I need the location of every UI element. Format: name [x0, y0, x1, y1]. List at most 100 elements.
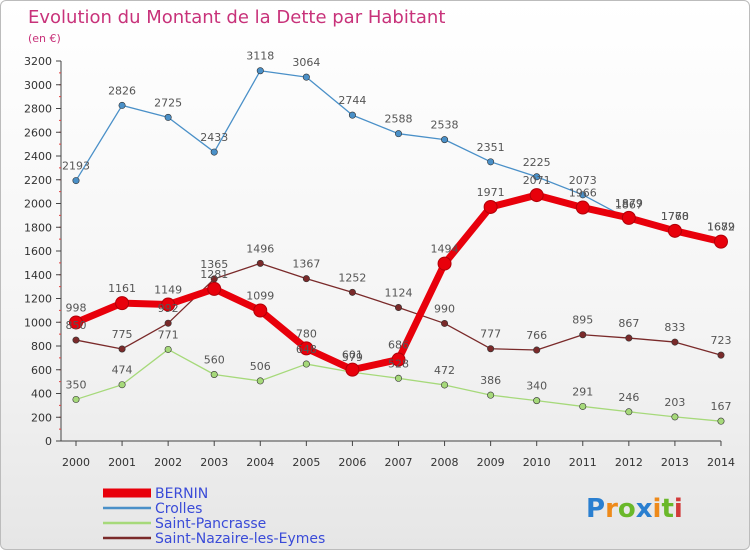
data-label-saint-nazaire-les-eymes: 777	[480, 328, 501, 341]
data-point-saint-pancrasse	[625, 408, 633, 416]
data-point-bernin	[253, 303, 268, 318]
data-label-saint-nazaire-les-eymes: 1252	[338, 271, 366, 284]
data-label-crolles: 2073	[569, 174, 597, 187]
data-point-bernin	[391, 352, 406, 367]
data-label-crolles: 2588	[384, 113, 412, 126]
data-label-crolles: 2826	[108, 84, 136, 97]
data-point-saint-nazaire-les-eymes	[441, 319, 449, 327]
y-tick-label: 3200	[24, 55, 52, 68]
data-point-saint-pancrasse	[394, 374, 402, 382]
data-point-saint-nazaire-les-eymes	[118, 345, 126, 353]
data-point-crolles	[164, 113, 172, 121]
y-tick-label: 1200	[24, 293, 52, 306]
data-label-crolles: 3118	[246, 50, 274, 63]
data-point-bernin	[345, 362, 360, 377]
data-point-crolles	[579, 191, 587, 199]
y-tick-label: 3000	[24, 79, 52, 92]
data-point-bernin	[115, 296, 130, 311]
data-label-bernin: 601	[342, 349, 363, 362]
y-tick-label: 600	[31, 364, 52, 377]
data-label-saint-nazaire-les-eymes: 850	[66, 319, 87, 332]
legend-label-saint-nazaire-les-eymes: Saint-Nazaire-les-Eymes	[155, 531, 325, 547]
data-point-saint-pancrasse	[579, 402, 587, 410]
x-tick-label: 2012	[615, 456, 643, 469]
legend-label-bernin: BERNIN	[155, 486, 208, 502]
x-tick-label: 2007	[384, 456, 412, 469]
data-label-saint-pancrasse: 246	[618, 391, 639, 404]
x-tick-label: 2013	[661, 456, 689, 469]
data-point-saint-nazaire-les-eymes	[579, 331, 587, 339]
logo-letter: i	[653, 494, 662, 524]
data-point-bernin	[575, 200, 590, 215]
data-label-saint-pancrasse: 291	[572, 385, 593, 398]
data-label-crolles: 1768	[661, 210, 689, 223]
y-tick-label: 800	[31, 340, 52, 353]
data-label-saint-nazaire-les-eymes: 1367	[292, 258, 320, 271]
data-label-crolles: 2725	[154, 96, 182, 109]
data-point-crolles	[118, 101, 126, 109]
x-tick-label: 2005	[292, 456, 320, 469]
logo-letter: x	[636, 494, 653, 524]
y-tick-label: 2800	[24, 103, 52, 116]
data-label-crolles: 2744	[338, 94, 366, 107]
data-label-bernin: 1770	[661, 210, 689, 223]
data-point-crolles	[302, 73, 310, 81]
data-point-saint-nazaire-les-eymes	[533, 346, 541, 354]
data-point-saint-pancrasse	[256, 377, 264, 385]
data-label-bernin: 1879	[615, 197, 643, 210]
data-point-crolles	[394, 130, 402, 138]
proxiti-logo: Proxiti	[586, 494, 683, 524]
data-point-saint-pancrasse	[533, 397, 541, 405]
data-point-crolles	[256, 67, 264, 75]
data-point-saint-pancrasse	[118, 381, 126, 389]
data-point-saint-nazaire-les-eymes	[487, 345, 495, 353]
y-tick-label: 2000	[24, 198, 52, 211]
x-tick-label: 2006	[338, 456, 366, 469]
data-label-crolles: 2225	[523, 156, 551, 169]
y-tick-label: 2400	[24, 150, 52, 163]
y-tick-label: 2200	[24, 174, 52, 187]
data-point-crolles	[210, 148, 218, 156]
data-point-bernin	[667, 223, 682, 238]
data-label-crolles: 3064	[292, 56, 320, 69]
data-point-bernin	[207, 281, 222, 296]
data-point-bernin	[299, 341, 314, 356]
data-label-saint-pancrasse: 472	[434, 364, 455, 377]
data-label-saint-nazaire-les-eymes: 1365	[200, 258, 228, 271]
data-point-saint-pancrasse	[717, 417, 725, 425]
x-tick-label: 2010	[523, 456, 551, 469]
data-label-saint-nazaire-les-eymes: 867	[618, 317, 639, 330]
data-label-bernin: 780	[296, 327, 317, 340]
data-label-crolles: 2433	[200, 131, 228, 144]
data-label-saint-nazaire-les-eymes: 833	[664, 321, 685, 334]
y-tick-label: 200	[31, 411, 52, 424]
chart-subtitle: (en €)	[28, 32, 61, 45]
data-labels: 350 474 771 560 506 648 579 528 472 386 340 291 246 2…	[62, 50, 735, 413]
y-tick-label: 1400	[24, 269, 52, 282]
data-point-saint-pancrasse	[487, 391, 495, 399]
data-point-bernin	[437, 256, 452, 271]
data-point-saint-nazaire-les-eymes	[717, 351, 725, 359]
data-label-saint-pancrasse: 771	[158, 328, 179, 341]
data-point-saint-pancrasse	[72, 395, 80, 403]
data-label-bernin: 2071	[523, 174, 551, 187]
data-point-saint-pancrasse	[302, 360, 310, 368]
data-label-bernin: 1099	[246, 289, 274, 302]
legend: BERNINCrollesSaint-PancrasseSaint-Nazair…	[103, 486, 325, 547]
data-point-saint-nazaire-les-eymes	[164, 319, 172, 327]
y-tick-label: 2600	[24, 126, 52, 139]
data-label-saint-pancrasse: 474	[112, 364, 133, 377]
x-tick-label: 2001	[108, 456, 136, 469]
data-label-saint-pancrasse: 350	[66, 378, 87, 391]
data-point-bernin	[713, 234, 728, 249]
data-point-saint-nazaire-les-eymes	[348, 288, 356, 296]
data-label-crolles: 2351	[477, 141, 505, 154]
chart-title: Evolution du Montant de la Dette par Hab…	[28, 7, 445, 28]
axes: 0 200 400 600 800 1000 1200 1400 1600 1800 2000 220…	[24, 55, 735, 469]
data-point-crolles	[72, 177, 80, 185]
x-tick-label: 2008	[431, 456, 459, 469]
data-label-saint-pancrasse: 386	[480, 374, 501, 387]
data-label-saint-pancrasse: 528	[388, 357, 409, 370]
data-point-bernin	[69, 315, 83, 330]
